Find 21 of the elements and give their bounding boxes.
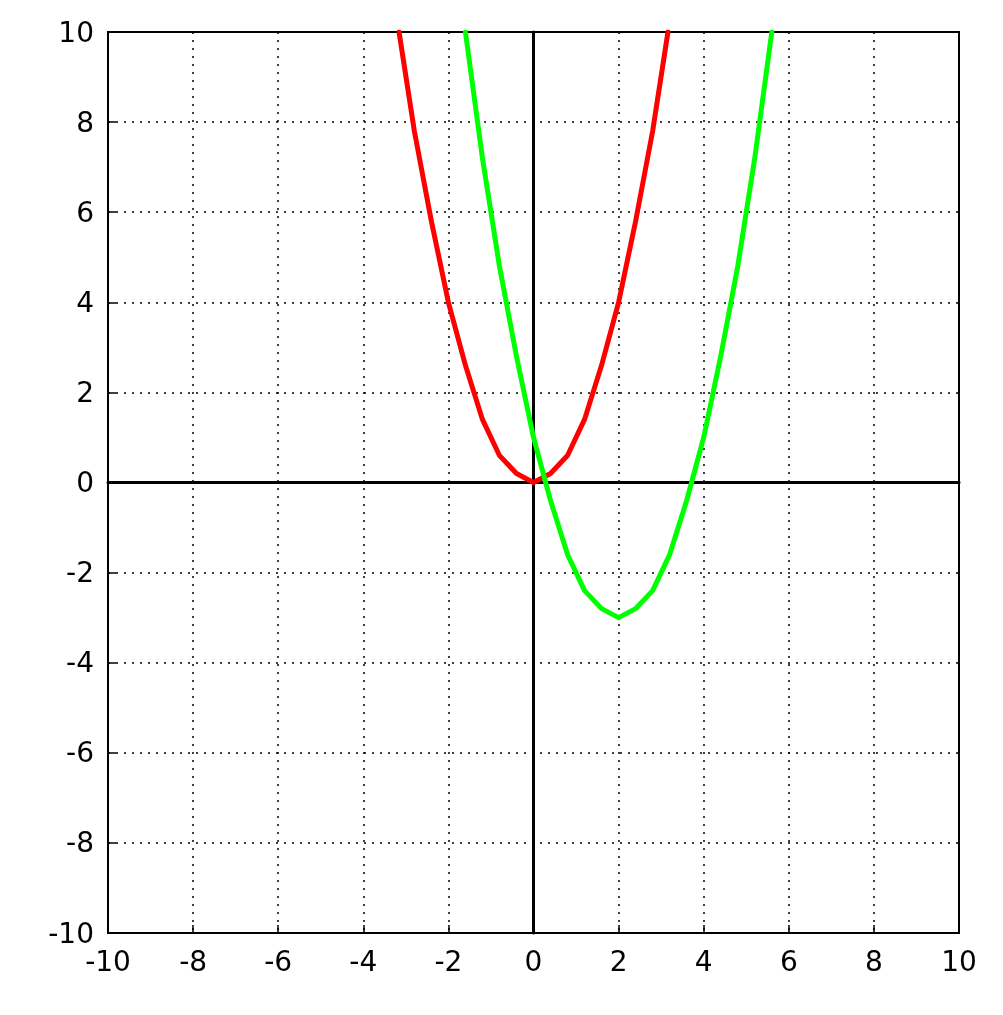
- y-tick-label: -2: [66, 556, 94, 590]
- y-tick-label: 0: [76, 466, 94, 499]
- y-tick-label: 8: [76, 105, 94, 139]
- y-tick-label: -4: [66, 646, 94, 680]
- x-tick-label: -6: [264, 944, 293, 978]
- x-tick-label: 2: [609, 944, 628, 978]
- x-tick-label: -2: [434, 944, 463, 978]
- x-tick-label: 6: [779, 944, 798, 978]
- y-tick-label: 4: [76, 285, 94, 319]
- y-tick-label: -8: [66, 826, 94, 860]
- y-tick-label: -6: [66, 736, 94, 770]
- x-tick-label: 4: [694, 944, 713, 978]
- y-tick-label: -10: [48, 916, 94, 950]
- x-tick-label: -8: [179, 944, 208, 978]
- y-tick-label: 6: [76, 195, 94, 229]
- y-tick-label: 2: [76, 375, 94, 409]
- x-tick-label: 10: [941, 944, 977, 978]
- x-tick-label: 0: [524, 944, 543, 978]
- y-tick-label: 10: [58, 15, 94, 49]
- x-tick-label: 8: [864, 944, 883, 978]
- x-tick-label: -4: [349, 944, 378, 978]
